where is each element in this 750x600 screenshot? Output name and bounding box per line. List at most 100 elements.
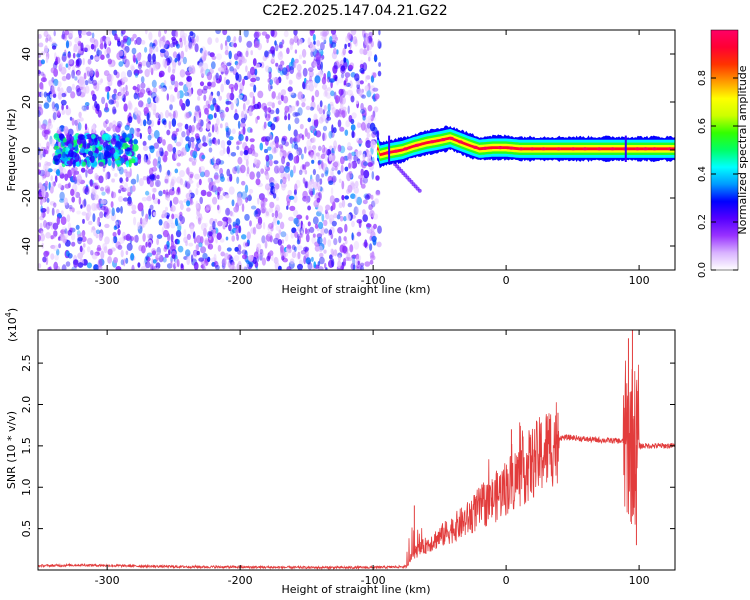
noise-blob bbox=[299, 123, 304, 130]
noise-blob bbox=[55, 209, 60, 214]
noise-blob bbox=[155, 251, 162, 258]
noise-blob bbox=[86, 204, 91, 213]
noise-blob bbox=[52, 89, 56, 95]
noise-blob bbox=[265, 34, 270, 40]
noise-blob bbox=[179, 136, 184, 145]
noise-blob bbox=[373, 223, 377, 230]
noise-blob bbox=[184, 123, 189, 130]
noise-blob bbox=[249, 138, 255, 143]
noise-blob bbox=[225, 127, 232, 136]
noise-blob bbox=[81, 199, 87, 208]
noise-blob bbox=[117, 40, 121, 47]
noise-blob bbox=[313, 149, 317, 156]
noise-blob bbox=[159, 48, 166, 54]
noise-blob bbox=[161, 87, 166, 92]
noise-blob bbox=[150, 91, 157, 99]
noise-blob bbox=[143, 119, 147, 127]
noise-blob bbox=[312, 34, 316, 42]
noise-blob bbox=[354, 73, 360, 82]
noise-blob bbox=[41, 172, 45, 181]
noise-blob bbox=[305, 233, 310, 243]
noise-blob bbox=[75, 63, 80, 68]
noise-blob bbox=[371, 131, 376, 138]
noise-blob bbox=[191, 141, 195, 149]
cluster-blob bbox=[61, 151, 66, 159]
noise-blob bbox=[319, 178, 323, 185]
noise-blob bbox=[309, 30, 314, 37]
noise-blob bbox=[304, 249, 310, 259]
noise-blob bbox=[360, 183, 366, 189]
noise-blob bbox=[170, 222, 176, 229]
noise-blob bbox=[213, 180, 217, 187]
noise-blob bbox=[137, 115, 141, 124]
noise-blob bbox=[304, 169, 308, 175]
noise-blob bbox=[200, 236, 204, 244]
noise-blob bbox=[199, 165, 205, 173]
noise-blob bbox=[158, 219, 163, 226]
noise-blob bbox=[362, 107, 367, 115]
noise-blob bbox=[150, 263, 153, 270]
noise-blob bbox=[293, 217, 299, 225]
noise-blob bbox=[279, 221, 285, 230]
noise-blob bbox=[94, 251, 100, 256]
noise-blob bbox=[293, 189, 297, 196]
y-tick-label: 20 bbox=[20, 95, 33, 109]
noise-blob bbox=[293, 30, 298, 36]
noise-blob bbox=[233, 36, 237, 42]
noise-blob bbox=[267, 231, 273, 237]
noise-blob bbox=[74, 37, 81, 44]
noise-blob bbox=[61, 236, 67, 244]
signal-band-layer bbox=[377, 134, 675, 159]
noise-blob bbox=[198, 62, 204, 69]
cluster-blob bbox=[53, 133, 59, 140]
noise-blob bbox=[106, 71, 110, 78]
noise-blob bbox=[172, 95, 176, 103]
noise-blob bbox=[139, 217, 143, 225]
noise-blob bbox=[65, 107, 72, 116]
noise-blob bbox=[172, 130, 178, 137]
noise-blob bbox=[40, 205, 43, 214]
noise-blob bbox=[66, 73, 71, 80]
noise-blob bbox=[46, 206, 50, 215]
noise-blob bbox=[311, 95, 315, 103]
noise-blob bbox=[85, 186, 89, 193]
noise-blob bbox=[217, 138, 221, 145]
noise-blob bbox=[49, 201, 56, 206]
noise-blob bbox=[321, 146, 325, 152]
noise-blob bbox=[52, 244, 59, 251]
cluster-blob bbox=[125, 160, 130, 168]
noise-blob bbox=[348, 65, 354, 70]
noise-blob bbox=[162, 189, 166, 195]
noise-blob bbox=[226, 168, 231, 177]
noise-blob bbox=[352, 258, 356, 266]
noise-blob bbox=[117, 91, 122, 97]
noise-blob bbox=[371, 251, 375, 259]
noise-blob bbox=[312, 233, 316, 238]
noise-blob bbox=[344, 72, 351, 78]
noise-blob bbox=[167, 143, 173, 152]
spectrogram-y-label: Frequency (Hz) bbox=[5, 109, 18, 192]
noise-blob bbox=[172, 147, 177, 154]
noise-blob bbox=[315, 130, 322, 138]
noise-blob bbox=[41, 123, 47, 130]
noise-blob bbox=[274, 135, 280, 145]
noise-blob bbox=[314, 223, 319, 229]
noise-blob bbox=[117, 80, 122, 87]
noise-blob bbox=[127, 200, 133, 207]
noise-blob bbox=[338, 202, 343, 209]
noise-blob bbox=[374, 93, 380, 100]
noise-blob bbox=[149, 204, 154, 211]
noise-blob bbox=[39, 169, 46, 177]
noise-blob bbox=[111, 178, 115, 183]
noise-blob bbox=[61, 92, 67, 98]
noise-blob bbox=[235, 218, 241, 226]
signal-peak bbox=[482, 146, 488, 150]
noise-blob bbox=[374, 198, 379, 205]
noise-blob bbox=[60, 229, 66, 235]
noise-blob bbox=[347, 184, 353, 193]
noise-blob bbox=[241, 180, 246, 186]
noise-blob bbox=[370, 114, 374, 122]
noise-blob bbox=[198, 126, 203, 133]
noise-blob bbox=[307, 205, 311, 211]
